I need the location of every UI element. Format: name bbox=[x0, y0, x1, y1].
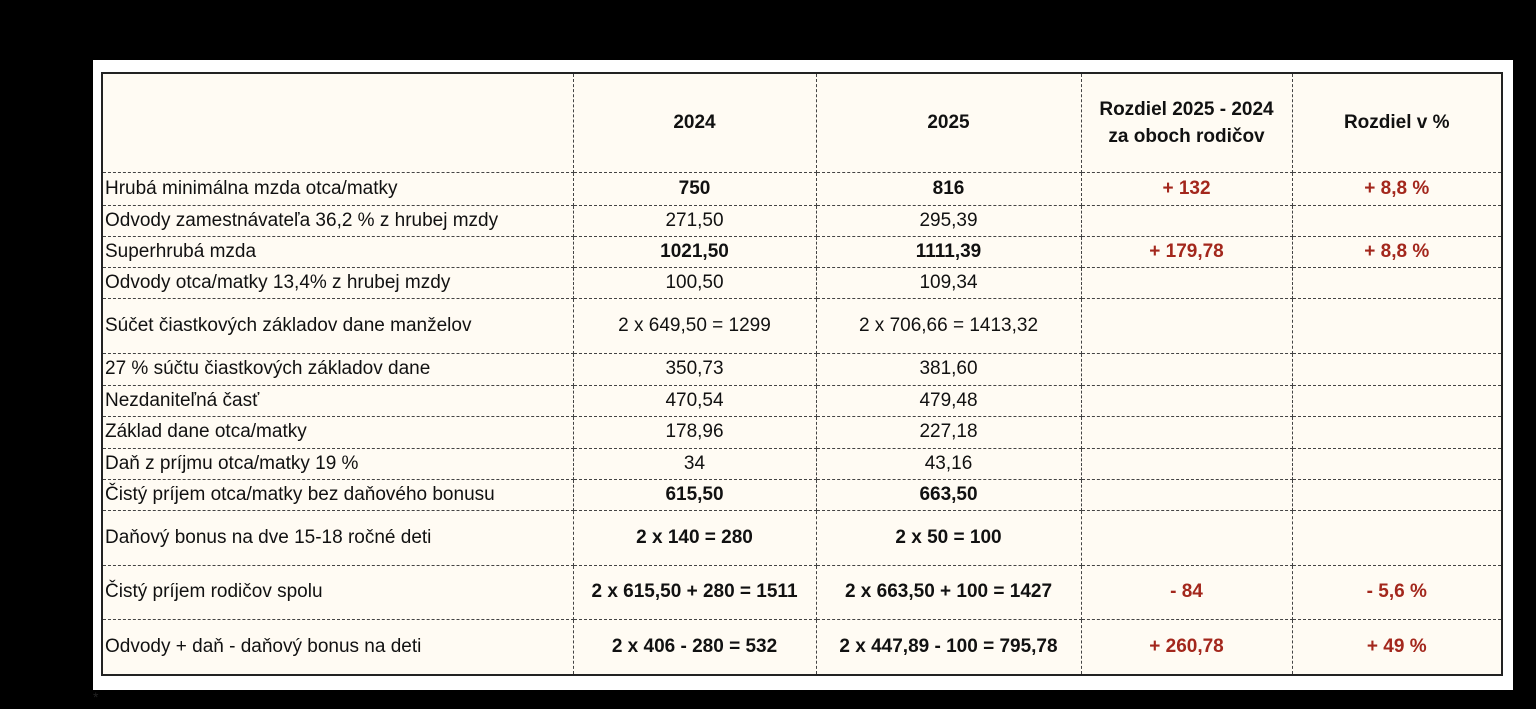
value-difference bbox=[1081, 205, 1293, 237]
value-difference bbox=[1081, 479, 1293, 512]
value-2024: 2 x 406 - 280 = 532 bbox=[573, 619, 817, 674]
row-label: Čistý príjem rodičov spolu bbox=[103, 565, 574, 620]
header-row: 2024 2025 Rozdiel 2025 - 2024 za oboch r… bbox=[103, 74, 1501, 174]
header-difference-line2: za oboch rodičov bbox=[1108, 126, 1265, 148]
row-label: Nezdaniteľná časť bbox=[103, 385, 574, 418]
value-difference bbox=[1081, 510, 1293, 566]
value-2025: 295,39 bbox=[816, 205, 1082, 237]
value-2024: 2 x 615,50 + 280 = 1511 bbox=[573, 565, 817, 620]
value-2025: 2 x 50 = 100 bbox=[816, 510, 1082, 566]
document-sheet: 2024 2025 Rozdiel 2025 - 2024 za oboch r… bbox=[93, 60, 1513, 705]
value-2024: 750 bbox=[573, 172, 817, 206]
value-percent bbox=[1292, 416, 1501, 449]
value-2025: 381,60 bbox=[816, 353, 1082, 387]
table-row: Základ dane otca/matky 178,96 227,18 bbox=[103, 416, 1501, 449]
row-label: Odvody + daň - daňový bonus na deti bbox=[103, 619, 574, 674]
value-difference bbox=[1081, 448, 1293, 480]
value-2024: 2 x 140 = 280 bbox=[573, 510, 817, 566]
value-percent bbox=[1292, 479, 1501, 512]
header-2024: 2024 bbox=[573, 74, 817, 174]
value-difference bbox=[1081, 416, 1293, 449]
value-percent bbox=[1292, 510, 1501, 566]
value-percent bbox=[1292, 205, 1501, 237]
table-row: Čistý príjem otca/matky bez daňového bon… bbox=[103, 479, 1501, 512]
value-difference bbox=[1081, 267, 1293, 300]
value-2024: 34 bbox=[573, 448, 817, 480]
table-row: Daňový bonus na dve 15-18 ročné deti 2 x… bbox=[103, 510, 1501, 566]
value-2025: 2 x 706,66 = 1413,32 bbox=[816, 298, 1082, 354]
row-label: Súčet čiastkových základov dane manželov bbox=[103, 298, 574, 354]
table-row: Daň z príjmu otca/matky 19 % 34 43,16 bbox=[103, 448, 1501, 480]
table-row: Súčet čiastkových základov dane manželov… bbox=[103, 298, 1501, 354]
header-difference: Rozdiel 2025 - 2024 za oboch rodičov bbox=[1081, 74, 1293, 174]
value-percent bbox=[1292, 267, 1501, 300]
value-percent: + 8,8 % bbox=[1292, 172, 1501, 206]
value-2024: 470,54 bbox=[573, 385, 817, 418]
value-percent bbox=[1292, 385, 1501, 418]
value-difference: + 179,78 bbox=[1081, 236, 1293, 269]
value-2025: 2 x 663,50 + 100 = 1427 bbox=[816, 565, 1082, 620]
footnote-asterisk: * bbox=[93, 689, 99, 705]
value-2024: 178,96 bbox=[573, 416, 817, 449]
value-2024: 1021,50 bbox=[573, 236, 817, 269]
value-difference bbox=[1081, 353, 1293, 387]
header-difference-line1: Rozdiel 2025 - 2024 bbox=[1099, 98, 1274, 120]
value-percent: + 49 % bbox=[1366, 635, 1427, 657]
row-label: Čistý príjem otca/matky bez daňového bon… bbox=[103, 479, 574, 512]
row-label: Odvody otca/matky 13,4% z hrubej mzdy bbox=[103, 267, 574, 300]
value-2025: 816 bbox=[816, 172, 1082, 206]
value-2025: 109,34 bbox=[816, 267, 1082, 300]
table-row: 27 % súčtu čiastkových základov dane 350… bbox=[103, 353, 1501, 387]
value-2025: 1111,39 bbox=[816, 236, 1082, 269]
table-row: Čistý príjem rodičov spolu 2 x 615,50 + … bbox=[103, 565, 1501, 620]
row-label: Daň z príjmu otca/matky 19 % bbox=[103, 448, 574, 480]
value-2024: 615,50 bbox=[573, 479, 817, 512]
value-2025: 479,48 bbox=[816, 385, 1082, 418]
value-2025: 663,50 bbox=[816, 479, 1082, 512]
value-difference: - 84 bbox=[1081, 565, 1293, 620]
row-label: Superhrubá mzda bbox=[103, 236, 574, 269]
value-percent: + 8,8 % bbox=[1292, 236, 1501, 269]
row-label: Odvody zamestnávateľa 36,2 % z hrubej mz… bbox=[103, 205, 574, 237]
value-2025: 43,16 bbox=[816, 448, 1082, 480]
value-difference: + 132 bbox=[1081, 172, 1293, 206]
value-2024: 350,73 bbox=[573, 353, 817, 387]
row-label: Základ dane otca/matky bbox=[103, 416, 574, 449]
value-2025: 2 x 447,89 - 100 = 795,78 bbox=[816, 619, 1082, 674]
value-2024: 271,50 bbox=[573, 205, 817, 237]
table-row: Odvody otca/matky 13,4% z hrubej mzdy 10… bbox=[103, 267, 1501, 300]
header-percent: Rozdiel v % bbox=[1292, 74, 1501, 174]
table-row: Nezdaniteľná časť 470,54 479,48 bbox=[103, 385, 1501, 418]
value-difference bbox=[1081, 385, 1293, 418]
table-row: Hrubá minimálna mzda otca/matky 750 816 … bbox=[103, 172, 1501, 206]
value-difference bbox=[1081, 298, 1293, 354]
row-label: Hrubá minimálna mzda otca/matky bbox=[103, 172, 574, 206]
value-percent bbox=[1292, 448, 1501, 480]
value-2025: 227,18 bbox=[816, 416, 1082, 449]
header-2025: 2025 bbox=[816, 74, 1082, 174]
table-row: Odvody + daň - daňový bonus na deti 2 x … bbox=[103, 619, 1501, 674]
row-label: Daňový bonus na dve 15-18 ročné deti bbox=[103, 510, 574, 566]
wage-comparison-table: 2024 2025 Rozdiel 2025 - 2024 za oboch r… bbox=[103, 74, 1501, 674]
value-percent bbox=[1292, 353, 1501, 387]
value-percent: - 5,6 % bbox=[1292, 565, 1501, 620]
table-row: Superhrubá mzda 1021,50 1111,39 + 179,78… bbox=[103, 236, 1501, 269]
table-frame: 2024 2025 Rozdiel 2025 - 2024 za oboch r… bbox=[101, 72, 1503, 676]
value-2024: 2 x 649,50 = 1299 bbox=[573, 298, 817, 354]
row-label: 27 % súčtu čiastkových základov dane bbox=[103, 353, 574, 387]
value-2024: 100,50 bbox=[573, 267, 817, 300]
header-empty-cell bbox=[103, 74, 574, 174]
value-difference: + 260,78 bbox=[1081, 619, 1293, 674]
value-percent bbox=[1292, 298, 1501, 354]
table-row: Odvody zamestnávateľa 36,2 % z hrubej mz… bbox=[103, 205, 1501, 237]
